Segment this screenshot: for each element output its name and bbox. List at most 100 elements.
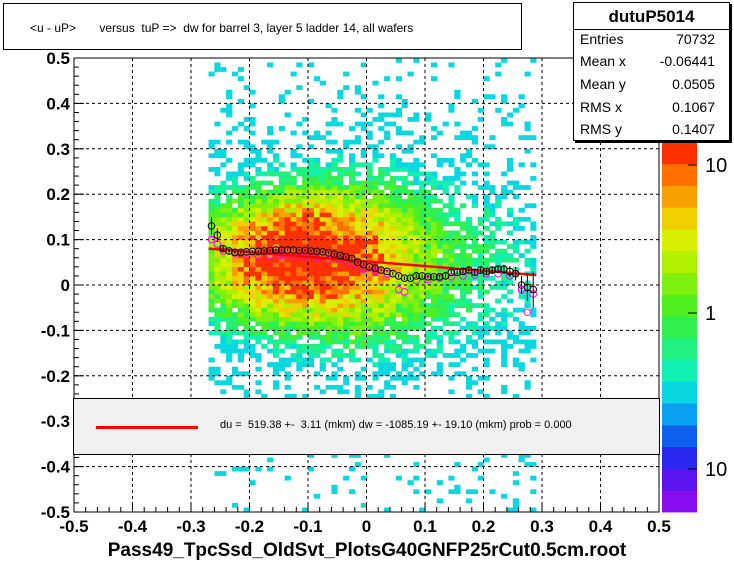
- heatmap-cell: [243, 189, 250, 195]
- stats-label: Entries: [580, 31, 624, 47]
- heatmap-cell: [489, 325, 496, 331]
- heatmap-cell: [501, 312, 508, 317]
- profile-mean-point: [236, 248, 245, 257]
- heatmap-cell: [237, 339, 244, 345]
- heatmap-cell: [389, 384, 396, 390]
- heatmap-cell: [384, 321, 391, 327]
- heatmap-cell: [530, 307, 537, 313]
- heatmap-cell: [337, 198, 344, 204]
- heatmap-cell: [349, 489, 356, 495]
- heatmap-cell: [430, 266, 437, 272]
- heatmap-cell: [530, 235, 537, 240]
- heatmap-cell: [261, 239, 268, 245]
- profile-mean-point: [336, 251, 344, 260]
- heatmap-cell: [267, 171, 274, 177]
- heatmap-cell: [325, 103, 332, 109]
- heatmap-cell: [272, 189, 280, 195]
- heatmap-cell: [226, 321, 233, 327]
- heatmap-cell: [278, 316, 285, 322]
- heatmap-cell: [501, 221, 508, 227]
- heatmap-cell: [401, 176, 408, 181]
- heatmap-cell: [436, 180, 443, 186]
- heatmap-cell: [489, 257, 496, 263]
- heatmap-cell: [308, 334, 315, 340]
- heatmap-cell: [284, 212, 291, 218]
- heatmap-cell: [296, 344, 303, 349]
- heatmap-cell: [343, 294, 350, 299]
- heatmap-cell: [395, 203, 402, 209]
- heatmap-cell: [384, 230, 391, 236]
- heatmap-cell: [442, 289, 449, 295]
- heatmap-cell: [290, 344, 297, 349]
- heatmap-cell: [524, 148, 531, 154]
- profile-mean-point: [429, 273, 438, 281]
- heatmap-cell: [255, 289, 262, 295]
- heatmap-cell: [489, 239, 496, 245]
- heatmap-cell: [395, 344, 402, 349]
- heatmap-cell: [407, 271, 414, 277]
- heatmap-cell: [384, 180, 391, 186]
- heatmap-cell: [249, 103, 256, 109]
- heatmap-cell: [384, 135, 391, 140]
- heatmap-cell: [290, 262, 297, 268]
- heatmap-cell: [460, 262, 467, 268]
- heatmap-cell: [430, 230, 437, 236]
- heatmap-cell: [389, 325, 396, 331]
- heatmap-cell: [331, 298, 338, 304]
- heatmap-cell: [436, 298, 443, 304]
- heatmap-cell: [302, 176, 309, 181]
- heatmap-cell: [442, 321, 449, 327]
- heatmap-cell: [448, 362, 455, 367]
- heatmap-cell: [501, 189, 508, 195]
- heatmap-cell: [407, 230, 414, 236]
- color-scale-swatch: [662, 316, 697, 339]
- heatmap-cell: [360, 330, 367, 336]
- heatmap-cell: [448, 198, 455, 204]
- heatmap-cell: [401, 375, 408, 381]
- heatmap-cell: [489, 221, 496, 227]
- heatmap-cell: [483, 198, 490, 204]
- heatmap-cell: [401, 312, 408, 317]
- heatmap-cell: [208, 303, 215, 308]
- heatmap-cell: [448, 230, 455, 236]
- heatmap-cell: [360, 94, 367, 100]
- heatmap-cell: [319, 171, 326, 177]
- heatmap-cell: [325, 303, 332, 308]
- heatmap-cell: [489, 285, 496, 290]
- heatmap-cell: [506, 330, 513, 336]
- heatmap-cell: [319, 207, 326, 213]
- heatmap-cell: [354, 207, 361, 213]
- heatmap-cell: [401, 230, 408, 236]
- heatmap-cell: [401, 216, 408, 222]
- heatmap-cell: [302, 330, 309, 336]
- heatmap-cell: [384, 294, 391, 299]
- heatmap-cell: [325, 216, 332, 222]
- heatmap-cell: [232, 71, 239, 77]
- heatmap-cell: [442, 298, 449, 304]
- heatmap-cell: [389, 285, 396, 290]
- heatmap-cell: [518, 362, 525, 367]
- y-tick-label: 0.3: [46, 140, 70, 159]
- heatmap-cell: [214, 325, 221, 331]
- heatmap-cell: [372, 334, 379, 340]
- heatmap-cell: [272, 321, 280, 327]
- heatmap-cell: [384, 244, 391, 249]
- heatmap-cell: [232, 294, 239, 299]
- heatmap-cell: [454, 244, 461, 249]
- heatmap-cell: [319, 185, 326, 190]
- heatmap-cell: [325, 139, 332, 145]
- heatmap-cell: [313, 230, 321, 236]
- y-tick-label: 0: [61, 276, 70, 295]
- heatmap-cell: [366, 226, 373, 231]
- heatmap-cell: [325, 375, 332, 381]
- heatmap-cell: [243, 307, 250, 313]
- heatmap-cell: [442, 275, 449, 281]
- heatmap-cell: [477, 316, 484, 322]
- heatmap-cell: [261, 271, 268, 277]
- heatmap-cell: [372, 294, 379, 299]
- heatmap-cell: [249, 89, 256, 95]
- heatmap-cell: [208, 266, 215, 272]
- heatmap-cell: [331, 189, 338, 195]
- heatmap-cell: [378, 153, 385, 159]
- heatmap-cell: [237, 307, 244, 313]
